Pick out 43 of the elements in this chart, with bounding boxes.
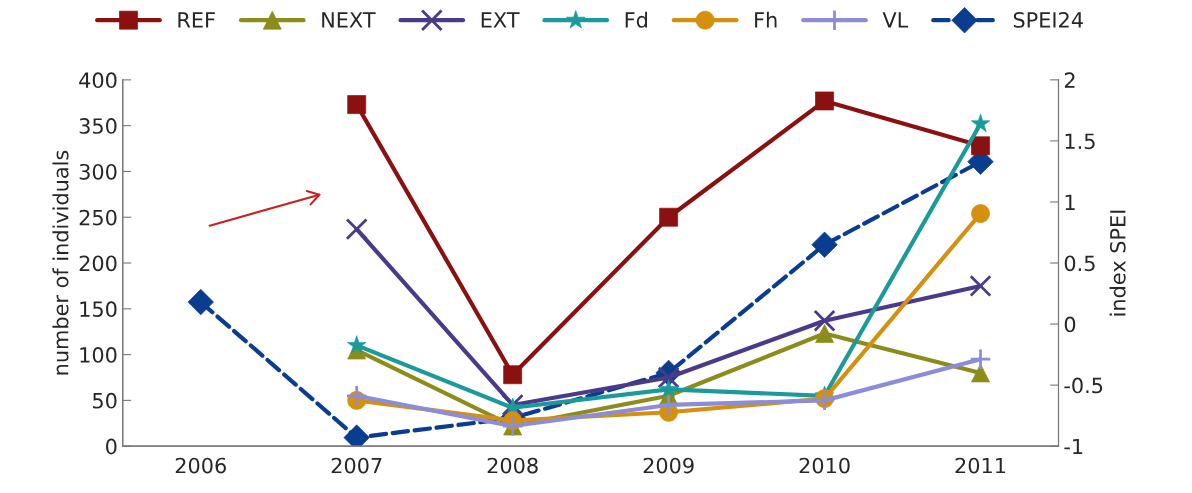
legend-label: VL [882, 12, 909, 28]
point [657, 393, 680, 417]
point [347, 95, 367, 114]
y2-tick-label: 1.5 [1065, 133, 1095, 150]
x-tick-label: 2007 [331, 457, 382, 474]
y-tick-label: 150 [80, 301, 117, 318]
point [345, 218, 368, 241]
y-tick-label: 200 [79, 255, 117, 272]
point [815, 91, 834, 111]
x-tick-label: 2008 [487, 457, 538, 474]
y-tick-label: 250 [79, 209, 117, 226]
y2-tick-label: 2 [1064, 72, 1075, 88]
point [657, 366, 680, 389]
y-tick-label: 100 [80, 347, 117, 363]
legend-label: Fd [625, 11, 647, 28]
x-tick-label: 2010 [799, 457, 850, 474]
y2-tick-label: 0.5 [1064, 255, 1095, 272]
point [969, 274, 992, 298]
y-tick-label: 50 [93, 392, 117, 409]
point [813, 309, 836, 332]
y-axis-title: number of individuals [52, 150, 69, 375]
legend-label: REF [178, 12, 215, 28]
legend-label: EXT [481, 12, 520, 28]
y-tick-label: 400 [79, 72, 117, 89]
y2-axis-title: index SPEI [1109, 210, 1126, 316]
y2-tick-label: -0.5 [1064, 377, 1103, 394]
point [811, 231, 838, 258]
legend-label: Fh [755, 11, 777, 28]
point [345, 384, 368, 407]
point [969, 348, 992, 371]
legend-label: NEXT [322, 12, 376, 28]
legend-label: SPEI24 [1013, 12, 1083, 28]
y-tick-label: 350 [79, 118, 117, 134]
y2-tick-label: 0 [1064, 316, 1076, 333]
x-tick-label: 2011 [955, 457, 1006, 474]
y2-tick-label: -1 [1064, 438, 1083, 455]
y-tick-label: 300 [79, 163, 117, 180]
y-tick-label: 0 [106, 438, 117, 455]
point [503, 365, 523, 385]
point [815, 324, 834, 343]
y2-tick-label: 1 [1065, 194, 1075, 210]
x-tick-label: 2009 [643, 457, 694, 474]
x-tick-label: 2006 [175, 457, 226, 474]
